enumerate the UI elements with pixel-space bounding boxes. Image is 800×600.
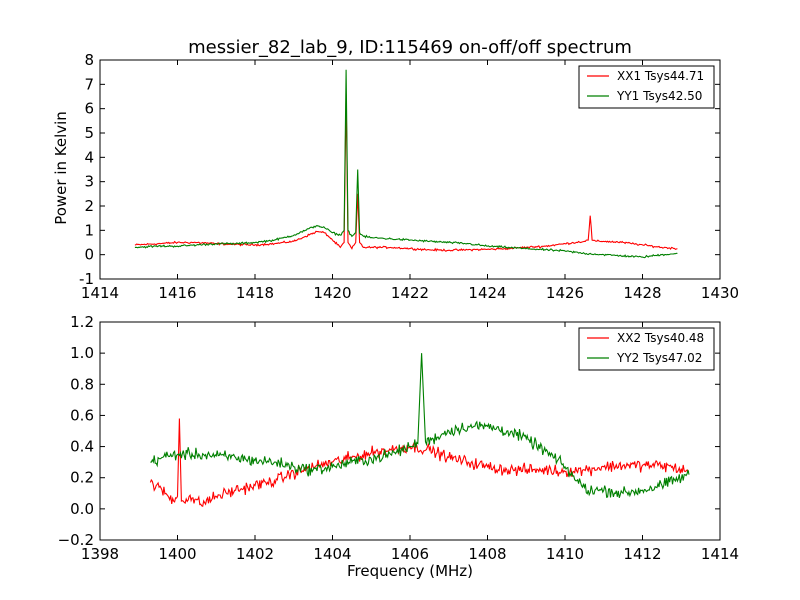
- y-tick-label: 0.6: [70, 406, 94, 424]
- top-panel: messier_82_lab_9, ID:115469 on-off/off s…: [52, 37, 739, 302]
- x-tick-label: 1428: [623, 284, 661, 302]
- top-legend: XX1 Tsys44.71 YY1 Tsys42.50: [578, 65, 715, 109]
- series-line-xx1: [134, 94, 678, 253]
- y-tick-label: 7: [84, 75, 94, 93]
- x-tick-label: 1418: [236, 284, 274, 302]
- legend-box: [578, 65, 715, 109]
- y-tick-label: 6: [84, 100, 94, 118]
- x-tick-label: 1410: [546, 545, 584, 563]
- series-line-xx2: [149, 418, 690, 507]
- x-tick-label: 1416: [158, 284, 196, 302]
- legend-label-yy2: YY2 Tsys47.02: [616, 351, 702, 365]
- y-tick-label: −0.2: [58, 531, 94, 549]
- x-tick-label: 1402: [236, 545, 274, 563]
- x-tick-label: 1424: [468, 284, 506, 302]
- y-tick-label: 8: [84, 51, 94, 69]
- y-tick-label: 1.0: [70, 344, 94, 362]
- bottom-legend: XX2 Tsys40.48 YY2 Tsys47.02: [578, 327, 715, 371]
- x-tick-label: 1414: [81, 284, 119, 302]
- y-tick-label: 1.2: [70, 313, 94, 331]
- y-tick-label: 0: [84, 246, 94, 264]
- chart-title: messier_82_lab_9, ID:115469 on-off/off s…: [188, 37, 632, 58]
- y-tick-label: 0.0: [70, 500, 94, 518]
- y-tick-label: 4: [84, 148, 94, 166]
- y-tick-label: 2: [84, 197, 94, 215]
- y-tick-label: 3: [84, 173, 94, 191]
- series-line-yy2: [150, 353, 690, 499]
- x-axis-label: Frequency (MHz): [347, 562, 473, 580]
- x-tick-label: 1398: [81, 545, 119, 563]
- legend-box: [578, 327, 715, 371]
- y-tick-label: -1: [79, 270, 94, 288]
- legend-label-xx2: XX2 Tsys40.48: [617, 331, 704, 345]
- x-tick-label: 1420: [313, 284, 351, 302]
- x-tick-label: 1406: [391, 545, 429, 563]
- y-tick-label: 0.8: [70, 375, 94, 393]
- x-tick-label: 1412: [623, 545, 661, 563]
- x-tick-label: 1414: [701, 545, 739, 563]
- legend-label-xx1: XX1 Tsys44.71: [617, 69, 704, 83]
- y-tick-label: 0.4: [70, 438, 94, 456]
- x-tick-label: 1404: [313, 545, 351, 563]
- legend-label-yy1: YY1 Tsys42.50: [616, 89, 702, 103]
- x-tick-label: 1400: [158, 545, 196, 563]
- y-tick-label: 5: [84, 124, 94, 142]
- series-line-yy1: [134, 69, 678, 259]
- x-tick-label: 1408: [468, 545, 506, 563]
- y-tick-label: 1: [84, 221, 94, 239]
- y-tick-label: 0.2: [70, 469, 94, 487]
- y-axis-label: Power in Kelvin: [52, 111, 70, 225]
- bottom-panel: Frequency (MHz) 1398 1400 1402 1404 1406 1408…: [58, 313, 740, 580]
- x-tick-label: 1430: [701, 284, 739, 302]
- x-tick-label: 1426: [546, 284, 584, 302]
- x-tick-label: 1422: [391, 284, 429, 302]
